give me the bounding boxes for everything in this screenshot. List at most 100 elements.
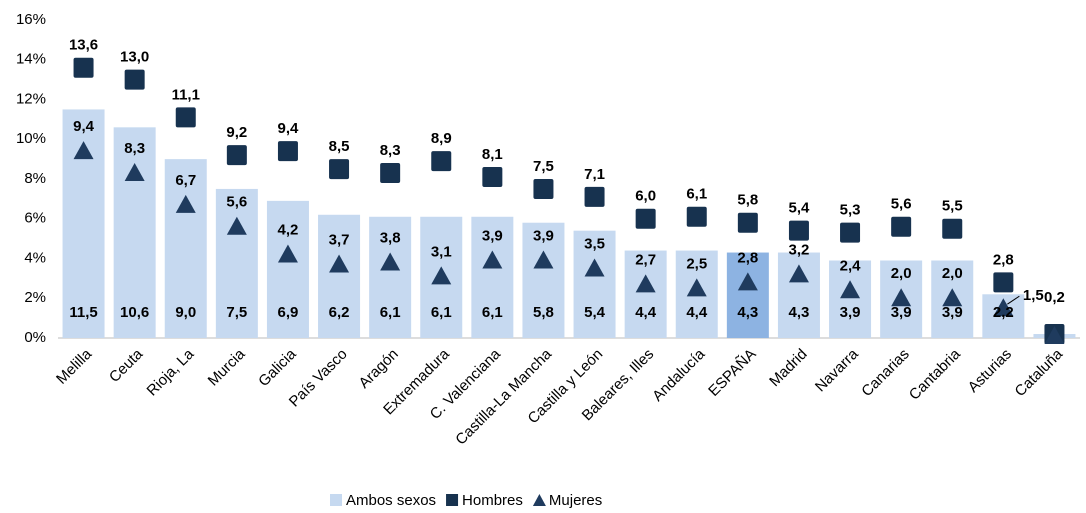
marker-square	[175, 107, 196, 128]
value-label: 5,6	[226, 194, 247, 211]
x-tick-label: Castilla-La Mancha	[452, 345, 555, 448]
value-label: 6,9	[278, 304, 299, 321]
value-label: 3,7	[329, 231, 350, 248]
marker-triangle	[1044, 326, 1065, 345]
value-label: 3,9	[942, 304, 963, 321]
marker-triangle	[891, 288, 912, 307]
value-label: 9,4	[278, 120, 300, 137]
legend-label: Mujeres	[549, 492, 602, 509]
y-tick-label: 10%	[16, 130, 46, 147]
marker-square	[993, 272, 1014, 293]
value-label: 0,2	[1044, 289, 1065, 306]
marker-square	[277, 141, 298, 162]
marker-triangle	[737, 272, 758, 291]
marker-triangle	[686, 278, 707, 297]
marker-triangle	[175, 194, 196, 213]
x-tick-label: ESPAÑA	[705, 346, 759, 400]
bar	[369, 216, 412, 338]
value-label: 8,3	[380, 142, 401, 159]
value-label: 4,4	[635, 304, 657, 321]
x-tick-label: Cantabria	[906, 345, 964, 403]
value-label: 2,8	[993, 251, 1014, 268]
value-label: 3,1	[431, 243, 452, 260]
value-label: 13,0	[120, 49, 149, 66]
marker-square	[635, 208, 656, 229]
x-tick-label: Navarra	[812, 345, 862, 395]
bar	[829, 260, 872, 338]
marker-square	[737, 212, 758, 233]
value-label: 8,1	[482, 146, 503, 163]
value-label: 3,9	[840, 304, 861, 321]
value-label: 10,6	[120, 304, 149, 321]
marker-square	[431, 151, 452, 172]
value-label: 6,2	[329, 304, 350, 321]
x-tick-label: Galicia	[255, 345, 300, 390]
marker-triangle	[431, 266, 452, 285]
marker-square	[380, 163, 401, 184]
marker-triangle	[840, 280, 861, 299]
value-label: 11,5	[69, 304, 97, 321]
bar	[266, 200, 309, 338]
value-label: 5,8	[533, 304, 554, 321]
x-tick-label: Ceuta	[106, 345, 147, 386]
x-tick-label: Rioja, La	[144, 345, 198, 399]
marker-triangle	[124, 163, 145, 182]
value-label: 5,5	[942, 198, 963, 215]
value-label: 5,3	[840, 202, 861, 219]
marker-square	[329, 159, 350, 180]
bar	[318, 214, 361, 338]
value-label: 2,7	[635, 251, 656, 268]
legend-label: Ambos sexos	[346, 492, 436, 509]
value-label: 2,8	[737, 249, 758, 266]
marker-square	[584, 186, 605, 207]
x-tick-label: Canarias	[858, 346, 912, 400]
value-label: 7,5	[533, 158, 554, 175]
y-tick-label: 12%	[16, 90, 46, 107]
marker-square	[891, 216, 912, 237]
bar	[624, 250, 667, 338]
value-label: 4,3	[737, 304, 758, 321]
marker-square	[686, 206, 707, 227]
marker-triangle	[226, 216, 247, 235]
bar	[164, 159, 207, 338]
y-tick-label: 16%	[16, 11, 46, 28]
legend-swatch	[532, 494, 546, 506]
marker-square	[73, 57, 94, 78]
marker-square	[124, 69, 145, 90]
value-label: 5,6	[891, 196, 912, 213]
value-label: 13,6	[69, 37, 98, 54]
value-label: 11,1	[172, 86, 200, 103]
x-tick-label: Murcia	[205, 345, 249, 389]
value-label: 3,5	[584, 235, 605, 252]
value-label: 2,5	[686, 255, 707, 272]
value-label: 5,4	[584, 304, 606, 321]
legend-label: Hombres	[462, 492, 523, 509]
value-label: 6,1	[380, 304, 401, 321]
value-label: 9,0	[175, 304, 196, 321]
value-label: 2,2	[993, 304, 1014, 321]
value-label: 7,1	[584, 166, 605, 183]
bar	[522, 222, 565, 338]
value-label: 2,0	[942, 265, 963, 282]
legend-swatch	[446, 494, 459, 506]
marker-triangle	[73, 141, 94, 160]
value-label: 8,5	[329, 138, 350, 155]
value-label: 6,1	[482, 304, 503, 321]
marker-triangle	[942, 288, 963, 307]
x-tick-label: Melilla	[53, 345, 96, 388]
y-tick-label: 2%	[24, 289, 46, 306]
value-label: 6,1	[431, 304, 452, 321]
marker-square	[840, 222, 861, 243]
marker-triangle	[329, 254, 350, 273]
marker-square	[533, 178, 554, 199]
marker-triangle	[533, 250, 554, 269]
legend-swatch	[330, 494, 342, 506]
y-tick-label: 4%	[24, 249, 46, 266]
value-label: 1,5	[1023, 287, 1044, 304]
leader-line	[1007, 295, 1020, 305]
value-label: 6,0	[635, 188, 656, 205]
value-label: 2,4	[840, 257, 862, 274]
value-label: 9,4	[73, 118, 95, 135]
value-label: 5,8	[737, 192, 758, 209]
marker-square	[788, 220, 809, 241]
